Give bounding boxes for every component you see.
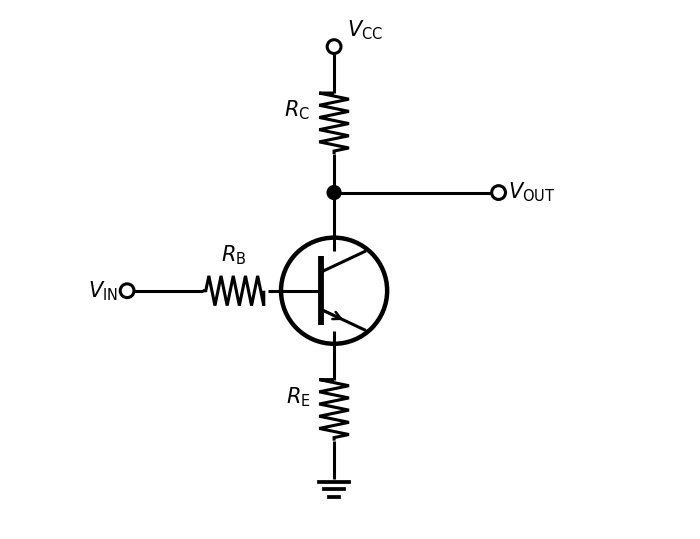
Text: $R_{\mathrm{C}}$: $R_{\mathrm{C}}$ xyxy=(284,99,310,122)
Circle shape xyxy=(491,185,505,199)
Circle shape xyxy=(327,40,341,53)
Text: $R_{\mathrm{B}}$: $R_{\mathrm{B}}$ xyxy=(220,243,246,267)
Text: $V_{\mathrm{IN}}$: $V_{\mathrm{IN}}$ xyxy=(88,279,118,302)
Text: $R_{\mathrm{E}}$: $R_{\mathrm{E}}$ xyxy=(286,385,310,409)
Circle shape xyxy=(120,284,134,298)
Text: $V_{\mathrm{OUT}}$: $V_{\mathrm{OUT}}$ xyxy=(508,181,555,204)
Circle shape xyxy=(327,185,341,199)
Text: $V_{\mathrm{CC}}$: $V_{\mathrm{CC}}$ xyxy=(347,19,384,43)
